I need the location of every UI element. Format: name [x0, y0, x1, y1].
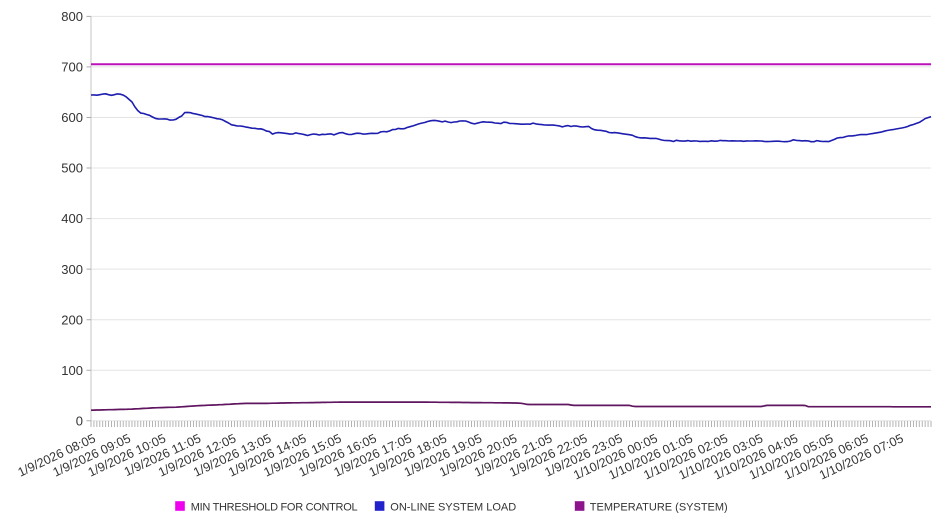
svg-text:700: 700 — [61, 60, 83, 75]
svg-text:400: 400 — [61, 211, 83, 226]
svg-text:0: 0 — [76, 413, 83, 428]
svg-text:500: 500 — [61, 161, 83, 176]
svg-text:300: 300 — [61, 262, 83, 277]
svg-text:800: 800 — [61, 9, 83, 24]
svg-text:100: 100 — [61, 363, 83, 378]
svg-text:ON-LINE SYSTEM LOAD: ON-LINE SYSTEM LOAD — [390, 501, 516, 513]
svg-text:TEMPERATURE (SYSTEM): TEMPERATURE (SYSTEM) — [590, 501, 728, 513]
svg-text:MIN THRESHOLD FOR CONTROL: MIN THRESHOLD FOR CONTROL — [191, 501, 358, 513]
svg-text:200: 200 — [61, 312, 83, 327]
svg-text:600: 600 — [61, 110, 83, 125]
